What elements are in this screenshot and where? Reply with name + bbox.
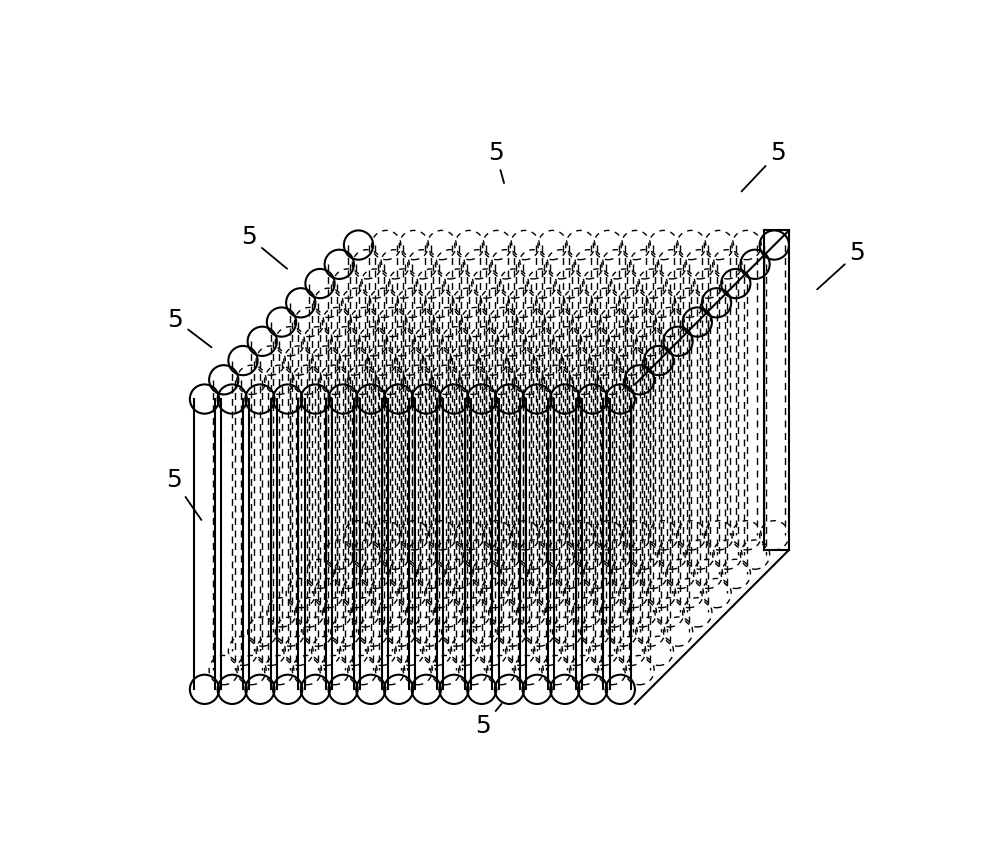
Text: 5: 5 (817, 241, 865, 289)
Text: 5: 5 (166, 468, 201, 520)
Text: 5: 5 (742, 141, 786, 192)
Text: 5: 5 (167, 308, 212, 347)
Text: 5: 5 (475, 704, 502, 739)
Text: 5: 5 (241, 226, 287, 268)
Text: 5: 5 (488, 141, 504, 183)
